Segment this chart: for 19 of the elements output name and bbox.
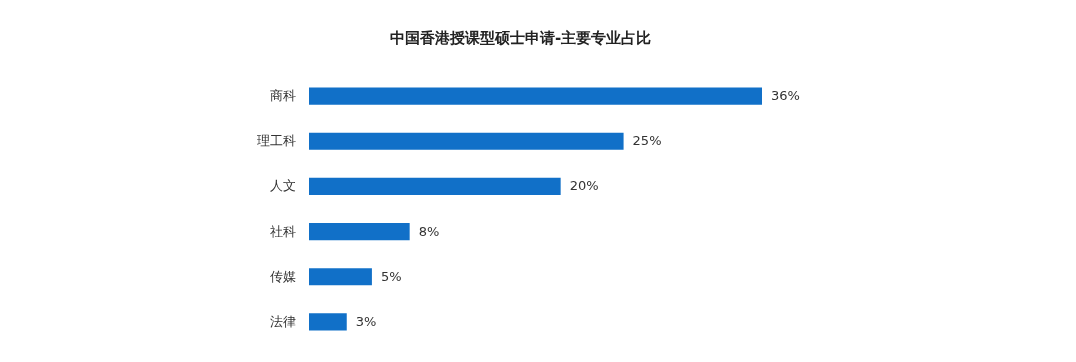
data-label: 20% [569, 178, 599, 194]
y-tick-label: 商科 [269, 88, 296, 104]
data-label: 8% [418, 223, 440, 239]
y-tick-label: 传媒 [269, 268, 296, 284]
y-tick-label: 法律 [269, 313, 296, 329]
y-tick-label: 人文 [269, 178, 296, 194]
data-label: 36% [771, 88, 800, 104]
data-label: 25% [632, 133, 662, 149]
chart-title: 中国香港授课型硕士申请-主要专业占比 [389, 29, 652, 47]
bar [309, 177, 561, 195]
y-tick-label: 社科 [269, 223, 296, 239]
data-label: 3% [355, 313, 377, 329]
data-label: 5% [380, 268, 402, 284]
bar [309, 87, 762, 105]
bar [309, 132, 624, 150]
bar [309, 313, 347, 331]
y-tick-label: 理工科 [256, 133, 296, 149]
bar [309, 268, 372, 286]
bar [309, 223, 410, 241]
